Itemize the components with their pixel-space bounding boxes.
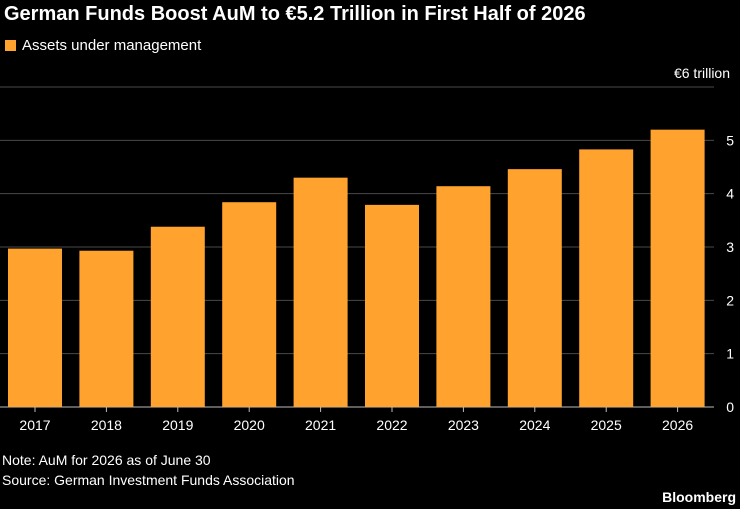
bar	[436, 186, 491, 407]
chart-note: Note: AuM for 2026 as of June 30	[2, 452, 211, 468]
y-tick-label: 0	[726, 399, 734, 415]
bar	[365, 204, 419, 407]
x-tick-label: 2017	[19, 417, 50, 433]
x-tick-label: 2020	[234, 417, 265, 433]
y-axis-unit-label: €6 trillion	[673, 65, 730, 81]
bar	[293, 177, 348, 407]
y-tick-label: 1	[726, 346, 734, 362]
chart-source: Source: German Investment Funds Associat…	[2, 472, 295, 488]
bar	[79, 250, 134, 407]
bloomberg-logo: Bloomberg	[662, 489, 736, 505]
x-tick-label: 2024	[519, 417, 550, 433]
chart-title: German Funds Boost AuM to €5.2 Trillion …	[4, 3, 586, 25]
bar	[579, 149, 634, 407]
bar	[150, 226, 205, 407]
bar	[8, 248, 62, 407]
y-tick-label: 2	[726, 292, 734, 308]
legend-swatch	[5, 40, 16, 51]
bar	[650, 129, 705, 407]
legend-label: Assets under management	[22, 37, 202, 54]
y-tick-label: 3	[726, 239, 734, 255]
x-tick-label: 2021	[305, 417, 336, 433]
bar	[507, 169, 562, 407]
x-tick-label: 2023	[448, 417, 479, 433]
x-tick-label: 2026	[662, 417, 693, 433]
x-tick-label: 2019	[162, 417, 193, 433]
y-tick-label: 4	[726, 186, 734, 202]
x-tick-label: 2022	[376, 417, 407, 433]
y-tick-label: 5	[726, 132, 734, 148]
bar	[222, 202, 277, 407]
x-tick-label: 2025	[591, 417, 622, 433]
legend: Assets under management	[5, 37, 201, 54]
x-tick-label: 2018	[91, 417, 122, 433]
